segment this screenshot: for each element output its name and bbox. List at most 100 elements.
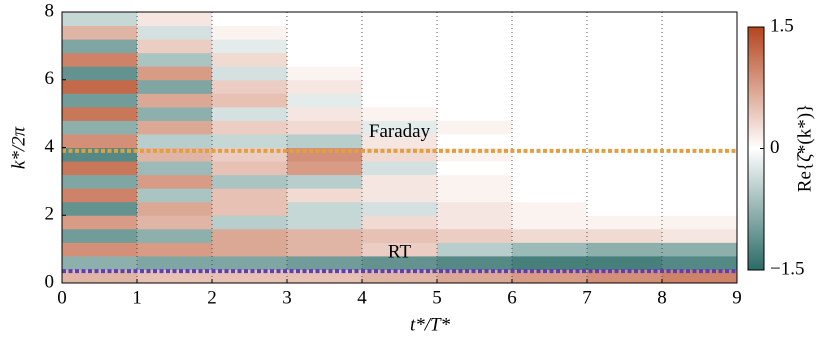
heatmap-cell: [212, 52, 288, 67]
heatmap-cell: [662, 133, 738, 148]
x-tick-label: 8: [657, 287, 667, 308]
heatmap-cell: [587, 188, 663, 203]
heatmap-cell: [362, 255, 438, 270]
reference-label: Faraday: [369, 121, 431, 142]
heatmap-cell: [662, 174, 738, 189]
heatmap-cell: [587, 133, 663, 148]
heatmap-cell: [287, 79, 363, 94]
heatmap-cell: [212, 106, 288, 121]
heatmap-cell: [437, 188, 513, 203]
x-tick-label: 7: [582, 287, 592, 308]
heatmap-cell: [287, 242, 363, 257]
heatmap-cell: [212, 161, 288, 176]
heatmap-cell: [362, 106, 438, 121]
heatmap-cell: [62, 174, 138, 189]
colorbar-tick-label: 0: [770, 137, 780, 158]
y-tick-label: 6: [45, 68, 55, 89]
heatmap-cell: [512, 255, 588, 270]
heatmap-cell: [587, 242, 663, 257]
heatmap-cell: [362, 39, 438, 54]
heatmap-cell: [362, 52, 438, 67]
heatmap-cell: [437, 161, 513, 176]
heatmap-cell: [587, 255, 663, 270]
heatmap-cell: [212, 120, 288, 135]
y-tick-label: 2: [45, 204, 55, 225]
heatmap-cell: [662, 66, 738, 81]
heatmap-cell: [662, 228, 738, 243]
x-tick-label: 0: [57, 287, 67, 308]
heatmap-cell: [362, 12, 438, 27]
heatmap-cell: [137, 201, 213, 216]
heatmap-cell: [362, 161, 438, 176]
heatmap-cell: [137, 228, 213, 243]
heatmap-cell: [437, 93, 513, 108]
y-tick-label: 4: [45, 136, 55, 157]
heatmap-cell: [62, 133, 138, 148]
heatmap-cell: [362, 228, 438, 243]
heatmap-cell: [137, 242, 213, 257]
heatmap-cell: [362, 174, 438, 189]
heatmap-cell: [512, 39, 588, 54]
heatmap-cell: [287, 106, 363, 121]
heatmap-cell: [137, 52, 213, 67]
x-axis-label: t*/T*: [410, 314, 451, 335]
heatmap-cell: [512, 174, 588, 189]
heatmap-cell: [62, 228, 138, 243]
heatmap-cell: [212, 39, 288, 54]
heatmap-cell: [362, 120, 438, 135]
heatmap-cell: [287, 25, 363, 40]
heatmap-cell: [62, 52, 138, 67]
heatmap-cell: [662, 242, 738, 257]
heatmap-cell: [587, 228, 663, 243]
heatmap-cell: [137, 133, 213, 148]
y-axis-label: k*/2π: [8, 126, 29, 169]
heatmap-cell: [137, 39, 213, 54]
x-tick-label: 2: [207, 287, 217, 308]
heatmap-cell: [512, 25, 588, 40]
heatmap-cell: [512, 79, 588, 94]
heatmap-cell: [137, 188, 213, 203]
heatmap-cell: [437, 12, 513, 27]
heatmap-cell: [362, 242, 438, 257]
heatmap-cell: [212, 215, 288, 230]
heatmap-cell: [662, 39, 738, 54]
heatmap-cell: [137, 25, 213, 40]
heatmap-cell: [62, 215, 138, 230]
heatmap-cell: [287, 174, 363, 189]
heatmap-cell: [212, 174, 288, 189]
heatmap-cell: [287, 66, 363, 81]
heatmap-cell: [587, 161, 663, 176]
heatmap-cell: [137, 174, 213, 189]
heatmap-cell: [287, 133, 363, 148]
heatmap-cell: [437, 242, 513, 257]
heatmap-cell: [362, 133, 438, 148]
heatmap-cell: [662, 215, 738, 230]
heatmap-cell: [212, 269, 288, 284]
heatmap-cell: [587, 174, 663, 189]
heatmap-cell: [437, 133, 513, 148]
heatmap-cell: [587, 12, 663, 27]
heatmap-cell: [512, 52, 588, 67]
reference-label: RT: [388, 242, 412, 263]
heatmap-cell: [62, 79, 138, 94]
heatmap-cell: [662, 255, 738, 270]
heatmap-cell: [662, 52, 738, 67]
heatmap-cell: [287, 161, 363, 176]
heatmap-cell: [287, 201, 363, 216]
heatmap-cell: [212, 12, 288, 27]
heatmap-cell: [587, 25, 663, 40]
heatmap-cell: [437, 79, 513, 94]
heatmap-cell: [212, 242, 288, 257]
heatmap-cell: [512, 242, 588, 257]
heatmap-cell: [512, 12, 588, 27]
heatmap-cell: [662, 106, 738, 121]
heatmap-cell: [137, 255, 213, 270]
heatmap-cell: [62, 93, 138, 108]
heatmap-cell: [437, 25, 513, 40]
heatmap-cell: [287, 39, 363, 54]
heatmap-cell: [62, 147, 138, 162]
heatmap-cell: [212, 93, 288, 108]
heatmap-cell: [62, 269, 138, 284]
heatmap-cell: [362, 25, 438, 40]
heatmap-cell: [512, 93, 588, 108]
